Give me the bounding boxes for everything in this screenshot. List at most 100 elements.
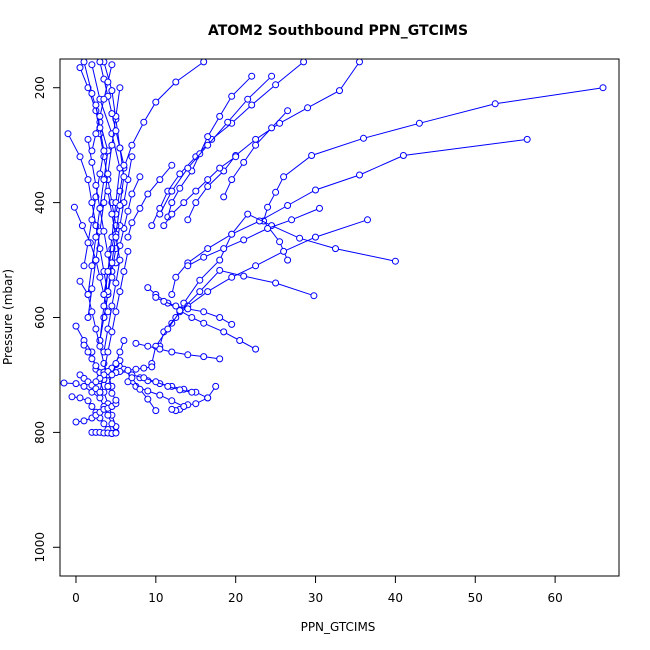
data-point	[148, 363, 156, 371]
data-point	[184, 164, 192, 172]
series-11	[152, 293, 236, 328]
data-point	[248, 101, 256, 109]
data-point	[336, 87, 343, 95]
x-axis: 0 10 20 30 40 50 60	[72, 576, 563, 605]
data-point	[88, 285, 96, 293]
data-point	[204, 288, 212, 296]
data-point	[196, 276, 204, 284]
data-point	[280, 247, 288, 255]
data-point	[104, 187, 112, 195]
data-point	[168, 199, 176, 207]
data-point	[60, 379, 68, 387]
data-point	[364, 216, 371, 224]
data-point	[244, 95, 252, 103]
data-point	[88, 90, 96, 97]
data-point	[523, 135, 531, 143]
data-point	[92, 233, 100, 241]
data-point	[144, 284, 152, 292]
data-point	[224, 118, 232, 126]
data-point	[216, 314, 224, 321]
series-48	[104, 337, 128, 390]
data-point	[100, 420, 108, 428]
data-point	[399, 152, 407, 159]
data-point	[84, 291, 92, 298]
data-point	[312, 186, 319, 194]
data-point	[240, 158, 248, 166]
data-point	[88, 158, 96, 166]
data-point	[200, 308, 208, 316]
data-point	[200, 319, 208, 327]
data-point	[152, 378, 160, 386]
data-point	[92, 378, 100, 386]
data-point	[100, 314, 108, 321]
data-point	[204, 141, 212, 149]
data-point	[92, 101, 100, 109]
data-point	[112, 127, 120, 135]
data-point	[188, 388, 196, 396]
data-point	[92, 130, 100, 138]
data-point	[284, 256, 292, 264]
data-point	[78, 222, 86, 230]
data-point	[168, 405, 176, 413]
data-point	[220, 193, 228, 201]
data-point	[168, 187, 176, 195]
data-point	[216, 112, 224, 120]
series-layer	[60, 59, 607, 437]
data-point	[124, 233, 132, 241]
data-point	[228, 176, 236, 184]
data-point	[276, 238, 284, 246]
data-point	[116, 84, 124, 92]
data-point	[80, 417, 88, 425]
x-axis-label: PPN_GTCIMS	[301, 620, 376, 634]
data-point	[104, 382, 112, 390]
data-point	[310, 292, 318, 300]
data-point	[204, 183, 212, 190]
data-point	[160, 222, 168, 230]
data-point	[84, 314, 92, 321]
data-point	[152, 98, 160, 106]
data-point	[356, 171, 363, 179]
data-point	[316, 204, 323, 212]
data-point	[120, 268, 128, 275]
data-point	[100, 95, 108, 103]
data-point	[184, 351, 192, 359]
data-point	[92, 325, 100, 333]
data-point	[92, 181, 100, 189]
data-point	[204, 176, 212, 184]
data-point	[280, 173, 288, 181]
data-point	[168, 397, 176, 405]
data-point	[112, 396, 120, 404]
data-point	[172, 78, 180, 86]
series-22	[124, 161, 176, 241]
x-tick-label: 20	[228, 591, 243, 605]
data-point	[80, 59, 88, 66]
data-point	[192, 187, 200, 195]
series-line	[151, 61, 304, 226]
series-15	[128, 371, 196, 396]
data-point	[176, 386, 184, 394]
data-point	[88, 61, 96, 69]
series-37	[88, 428, 120, 437]
data-point	[168, 348, 176, 356]
series-line	[103, 191, 121, 353]
data-point	[108, 141, 116, 149]
series-10	[144, 284, 260, 353]
data-point	[112, 308, 120, 316]
data-point	[176, 307, 184, 315]
data-point	[168, 291, 176, 298]
data-point	[200, 253, 208, 261]
data-point	[128, 219, 136, 227]
data-point	[96, 204, 104, 212]
data-point	[104, 170, 112, 178]
y-axis: 200 400 600 800 1000	[33, 76, 60, 563]
data-point	[136, 385, 144, 393]
x-tick-label: 10	[148, 591, 163, 605]
data-point	[116, 348, 124, 356]
data-point	[188, 314, 196, 321]
series-21	[156, 72, 276, 218]
data-point	[288, 216, 296, 224]
data-point	[72, 418, 80, 426]
data-point	[104, 78, 112, 86]
data-point	[80, 262, 88, 270]
data-point	[216, 256, 224, 264]
